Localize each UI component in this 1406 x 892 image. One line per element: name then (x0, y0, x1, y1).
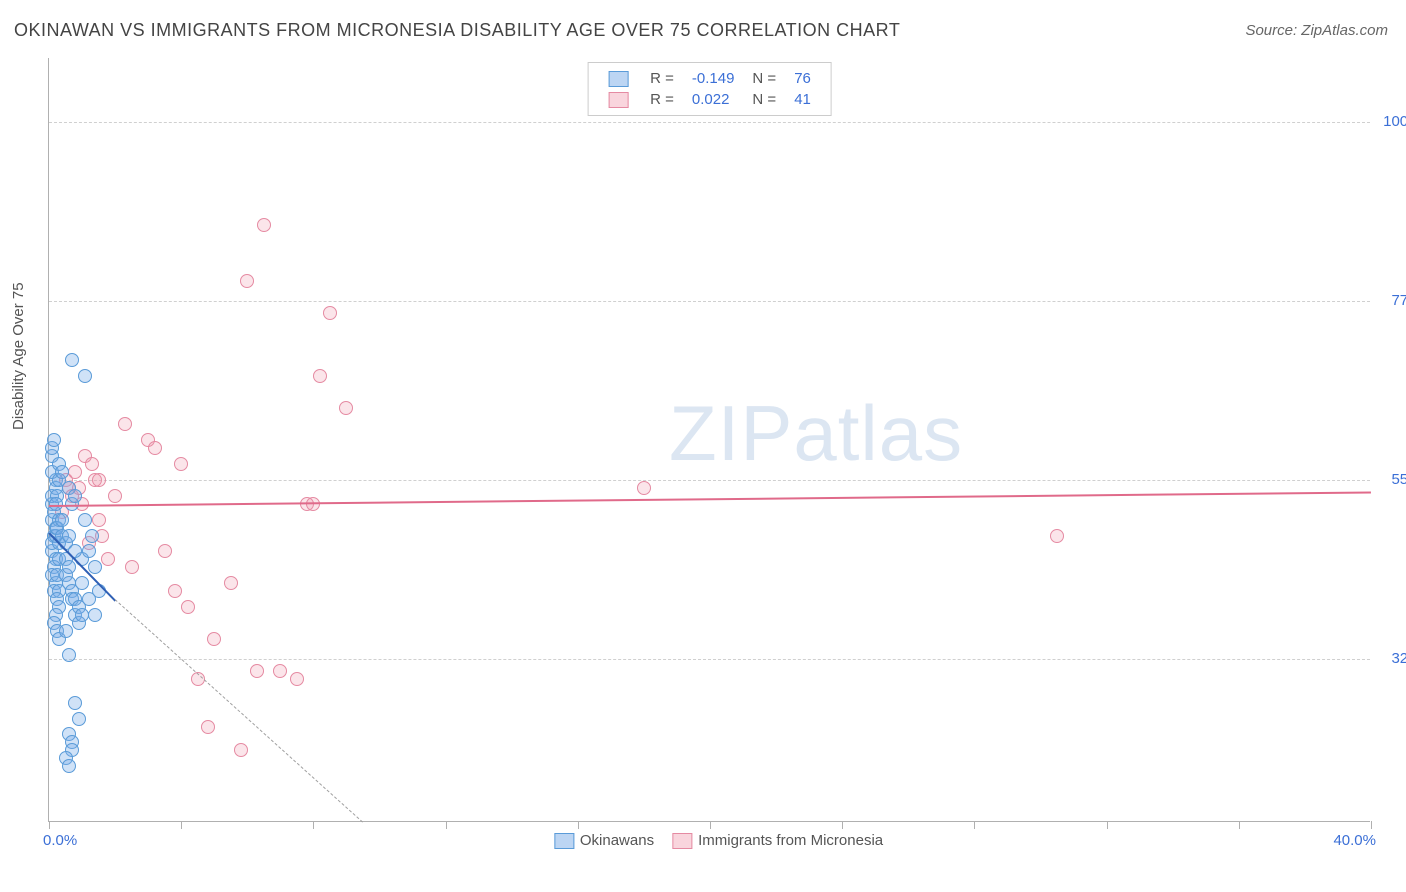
y-tick-label: 100.0% (1374, 113, 1406, 130)
data-point (174, 457, 188, 471)
data-point (224, 576, 238, 590)
data-point (72, 712, 86, 726)
x-tick (313, 821, 314, 829)
data-point (181, 600, 195, 614)
data-point (55, 465, 69, 479)
data-point (75, 608, 89, 622)
data-point (47, 433, 61, 447)
data-point (339, 401, 353, 415)
legend-r-value: 0.022 (684, 90, 743, 109)
source-attribution: Source: ZipAtlas.com (1245, 22, 1388, 39)
data-point (273, 664, 287, 678)
y-tick-label: 77.5% (1374, 292, 1406, 309)
data-point (240, 274, 254, 288)
gridline (49, 659, 1370, 660)
data-point (234, 743, 248, 757)
data-point (85, 457, 99, 471)
legend-n-label: N = (744, 90, 784, 109)
data-point (75, 576, 89, 590)
data-point (118, 417, 132, 431)
data-point (1050, 529, 1064, 543)
x-tick (1371, 821, 1372, 829)
x-axis-max-label: 40.0% (1333, 832, 1376, 849)
data-point (88, 608, 102, 622)
data-point (82, 544, 96, 558)
legend-r-label: R = (642, 90, 682, 109)
data-point (55, 513, 69, 527)
data-point (85, 529, 99, 543)
data-point (207, 632, 221, 646)
data-point (78, 513, 92, 527)
data-point (59, 624, 73, 638)
data-point (62, 529, 76, 543)
data-point (313, 369, 327, 383)
data-point (101, 552, 115, 566)
gridline (49, 480, 1370, 481)
x-tick (1107, 821, 1108, 829)
data-point (62, 759, 76, 773)
data-point (62, 648, 76, 662)
data-point (148, 441, 162, 455)
data-point (125, 560, 139, 574)
x-tick (842, 821, 843, 829)
data-point (62, 560, 76, 574)
x-tick (710, 821, 711, 829)
chart-title: OKINAWAN VS IMMIGRANTS FROM MICRONESIA D… (14, 20, 900, 41)
x-tick (974, 821, 975, 829)
y-tick-label: 32.5% (1374, 650, 1406, 667)
data-point (49, 497, 63, 511)
correlation-legend: R =-0.149N =76 R =0.022N =41 (587, 62, 832, 116)
x-tick (446, 821, 447, 829)
legend-r-value: -0.149 (684, 69, 743, 88)
data-point (65, 353, 79, 367)
trend-line (49, 492, 1371, 508)
y-tick-label: 55.0% (1374, 471, 1406, 488)
data-point (68, 465, 82, 479)
gridline (49, 301, 1370, 302)
x-tick (49, 821, 50, 829)
legend-swatch (672, 833, 692, 849)
x-axis-min-label: 0.0% (43, 832, 77, 849)
data-point (82, 592, 96, 606)
data-point (323, 306, 337, 320)
data-point (168, 584, 182, 598)
data-point (257, 218, 271, 232)
legend-n-value: 41 (786, 90, 819, 109)
legend-r-label: R = (642, 69, 682, 88)
data-point (92, 513, 106, 527)
series-legend: Okinawans Immigrants from Micronesia (536, 832, 883, 849)
data-point (68, 696, 82, 710)
data-point (250, 664, 264, 678)
scatter-plot-area: ZIPatlas R =-0.149N =76R =0.022N =41 Oki… (48, 58, 1370, 822)
data-point (108, 489, 122, 503)
data-point (68, 489, 82, 503)
legend-series-label: Immigrants from Micronesia (698, 832, 883, 849)
gridline (49, 122, 1370, 123)
x-tick (1239, 821, 1240, 829)
data-point (88, 560, 102, 574)
legend-swatch (554, 833, 574, 849)
x-tick (578, 821, 579, 829)
watermark: ZIPatlas (669, 388, 963, 479)
data-point (290, 672, 304, 686)
data-point (92, 473, 106, 487)
x-tick (181, 821, 182, 829)
legend-series-label: Okinawans (580, 832, 654, 849)
legend-n-value: 76 (786, 69, 819, 88)
data-point (637, 481, 651, 495)
y-axis-label: Disability Age Over 75 (10, 282, 27, 430)
data-point (158, 544, 172, 558)
trend-line (115, 599, 364, 823)
legend-n-label: N = (744, 69, 784, 88)
data-point (201, 720, 215, 734)
data-point (78, 369, 92, 383)
